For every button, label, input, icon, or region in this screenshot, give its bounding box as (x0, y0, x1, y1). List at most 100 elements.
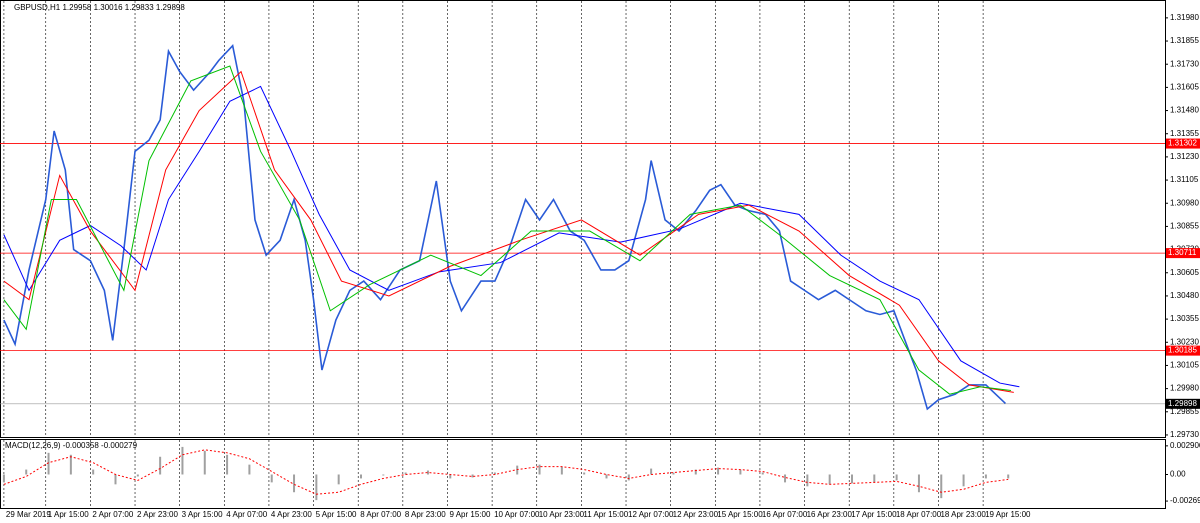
x-tick-label: 8 Apr 07:00 (360, 510, 401, 519)
macd-bar (828, 474, 831, 485)
series-line (3, 65, 1012, 395)
y-tick-label: 1.30105 (1170, 361, 1199, 370)
chart-title: GBPUSD,H1 1.29958 1.30016 1.29833 1.2989… (14, 3, 185, 12)
level-label-box (1166, 248, 1200, 259)
macd-bar (493, 472, 496, 475)
x-tick-label: 11 Apr 15:00 (583, 510, 628, 519)
macd-bar (650, 468, 653, 475)
y-tick-label: 1.29855 (1170, 407, 1199, 416)
macd-bar (895, 474, 898, 481)
x-tick-label: 12 Apr 07:00 (628, 510, 674, 519)
y-tick-label: 1.30480 (1170, 291, 1199, 300)
macd-bar (627, 474, 630, 481)
x-tick-label: 19 Apr 15:00 (985, 510, 1031, 519)
macd-bar (203, 450, 206, 475)
x-tick-label: 4 Apr 23:00 (271, 510, 312, 519)
y-tick-label: 1.31730 (1170, 59, 1199, 68)
macd-bar (538, 464, 541, 475)
macd-bar (873, 474, 876, 483)
y-tick-label: 1.29980 (1170, 384, 1199, 393)
y-tick-label: 1.31980 (1170, 13, 1199, 22)
macd-bar (426, 470, 429, 475)
x-tick-label: 17 Apr 15:00 (851, 510, 897, 519)
macd-bar (382, 474, 385, 476)
x-tick-label: 29 Mar 2019 (6, 510, 51, 519)
macd-bar (181, 446, 184, 475)
macd-bar (739, 469, 742, 475)
macd-bar (560, 466, 563, 475)
macd-bar (761, 472, 764, 475)
x-tick-label: 2 Apr 07:00 (92, 510, 133, 519)
y-tick-label: 1.30980 (1170, 198, 1199, 207)
x-tick-label: 5 Apr 15:00 (316, 510, 357, 519)
macd-bar (92, 469, 95, 475)
x-tick-label: 2 Apr 23:00 (137, 510, 178, 519)
macd-bar (583, 472, 586, 475)
macd-bar (159, 456, 162, 475)
macd-bar (315, 474, 318, 501)
macd-bar (69, 454, 72, 475)
macd-bar (605, 474, 608, 479)
macd-bar (806, 474, 809, 487)
y-tick-label: 1.31230 (1170, 152, 1199, 161)
price-panel (0, 0, 1166, 438)
macd-bar (114, 474, 117, 485)
macd-bar (25, 469, 28, 475)
macd-bar (984, 474, 987, 479)
macd-bar (248, 464, 251, 475)
macd-title: MACD(12,26,9) -0.000358 -0.000279 (5, 441, 138, 450)
y-tick-label: 1.31105 (1170, 175, 1199, 184)
y-tick-label: 1.30855 (1170, 222, 1199, 231)
series-line (3, 70, 1014, 393)
x-tick-label: 8 Apr 23:00 (405, 510, 446, 519)
x-tick-label: 16 Apr 07:00 (762, 510, 808, 519)
y-tick-label: 0.00 (1170, 470, 1186, 479)
y-tick-label: 0.002906 (1170, 441, 1200, 450)
macd-bar (672, 472, 675, 475)
x-tick-label: 9 Apr 15:00 (449, 510, 490, 519)
y-tick-label: 1.30355 (1170, 314, 1199, 323)
level-label: 1.30185 (1168, 346, 1197, 355)
macd-bar (404, 472, 407, 475)
macd-bar (784, 474, 787, 483)
x-tick-label: 10 Apr 23:00 (539, 510, 585, 519)
macd-bar (850, 474, 853, 484)
last-price-label: 1.29898 (1168, 399, 1197, 408)
level-label: 1.30711 (1168, 248, 1197, 257)
y-tick-label: 1.31355 (1170, 129, 1199, 138)
x-tick-label: 3 Apr 15:00 (182, 510, 223, 519)
macd-bar (136, 474, 139, 477)
level-label: 1.31302 (1168, 139, 1197, 148)
last-price-box (1166, 398, 1200, 409)
level-label-box (1166, 345, 1200, 356)
x-tick-label: 18 Apr 23:00 (940, 510, 986, 519)
macd-bar (270, 474, 273, 483)
x-tick-label: 4 Apr 07:00 (226, 510, 267, 519)
x-tick-label: 10 Apr 07:00 (494, 510, 540, 519)
macd-bar (717, 467, 720, 475)
macd-bar (2, 474, 5, 483)
y-tick-label: -0.002697 (1170, 496, 1200, 505)
signal-line (3, 449, 1009, 495)
macd-bar (47, 452, 50, 475)
y-tick-label: 1.30605 (1170, 268, 1199, 277)
macd-bar (917, 474, 920, 493)
macd-bar (1007, 474, 1010, 479)
y-tick-label: 1.31605 (1170, 82, 1199, 91)
macd-bar (694, 469, 697, 475)
macd-bar (293, 474, 296, 493)
x-tick-label: 15 Apr 15:00 (717, 510, 763, 519)
y-tick-label: 1.31855 (1170, 36, 1199, 45)
macd-bar (940, 474, 943, 499)
macd-bar (471, 474, 474, 478)
y-tick-label: 1.31480 (1170, 106, 1199, 115)
x-tick-label: 16 Apr 23:00 (807, 510, 853, 519)
x-tick-label: 18 Apr 07:00 (896, 510, 942, 519)
x-tick-label: 12 Apr 23:00 (673, 510, 719, 519)
macd-bar (226, 454, 229, 475)
level-label-box (1166, 138, 1200, 149)
macd-bar (337, 474, 340, 485)
series-line (3, 85, 1020, 388)
macd-panel (0, 439, 1166, 509)
